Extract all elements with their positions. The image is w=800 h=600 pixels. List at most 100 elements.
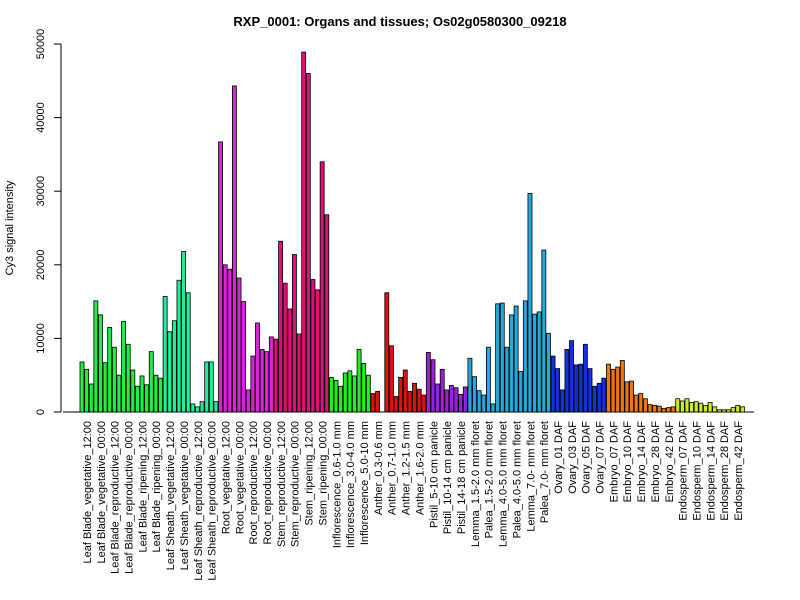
bar [107, 326, 113, 413]
bar [522, 300, 528, 413]
x-tick-label: Pistil_5-10 cm panicle [428, 421, 440, 528]
bar [301, 51, 307, 413]
x-tick-label: Leaf Sheath_reproductive_00:00 [207, 421, 219, 581]
x-tick-label: Leaf Blade_vegetative_00:00 [96, 421, 108, 564]
bar [231, 85, 237, 413]
bar [370, 393, 376, 413]
x-tick-label: Palea_4.0-5.0 mm floret [511, 421, 523, 538]
x-tick-label: Leaf Blade_ripening_00:00 [151, 421, 163, 553]
x-tick-label: Pistil_10-14 cm panicle [442, 421, 454, 534]
bar [204, 361, 210, 413]
x-tick-label: Stem_reproductive_00:00 [290, 421, 302, 547]
x-tick-label: Palea_1.5-2.0 mm floret [484, 421, 496, 538]
bar [273, 338, 279, 413]
bar [162, 296, 168, 413]
x-tick-label: Leaf Sheath_vegetative_00:00 [179, 421, 191, 570]
bar [255, 322, 260, 413]
bar [518, 371, 524, 413]
y-tick-label: 10000 [35, 323, 47, 354]
y-tick-label: 40000 [35, 102, 47, 133]
y-tick-label: 20000 [35, 250, 47, 281]
x-tick-label: Leaf Blade_reproductive_00:00 [123, 421, 135, 574]
bar [222, 264, 228, 413]
bar [245, 389, 251, 413]
x-tick-label: Ovary_01 DAF [553, 421, 565, 494]
x-tick-label: Stem_reproductive_12:00 [276, 421, 288, 547]
bar [633, 394, 639, 413]
x-tick-label: Root_reproductive_12:00 [248, 421, 260, 545]
x-tick-label: Endosperm_10 DAF [692, 421, 704, 521]
bar [144, 384, 150, 413]
x-tick-label: Embryo_07 DAF [608, 421, 620, 503]
x-tick-label: Lemma_7.0- mm floret [525, 421, 537, 532]
x-tick-label: Stem_ripening_12:00 [304, 421, 316, 526]
x-tick-label: Lemma_1.5-2.0 mm floret [470, 421, 482, 547]
bars-group [79, 51, 745, 413]
bar [675, 398, 681, 413]
bar [550, 355, 556, 413]
y-tick-label: 0 [35, 409, 47, 415]
bar [509, 314, 514, 413]
bar [190, 403, 196, 413]
bar [195, 406, 200, 413]
bar [384, 292, 390, 413]
bar [610, 368, 616, 413]
bar [430, 359, 436, 413]
bar [559, 389, 565, 413]
x-tick-label: Ovary_05 DAF [581, 421, 593, 494]
bar [444, 389, 450, 413]
x-tick-label: Leaf Sheath_reproductive_12:00 [193, 421, 205, 581]
bar [241, 301, 247, 413]
bar [98, 314, 103, 413]
bar [513, 305, 519, 413]
y-tick-label: 30000 [35, 176, 47, 207]
bar [135, 385, 140, 413]
bar [315, 289, 320, 413]
bar [347, 370, 353, 413]
bar [375, 390, 380, 413]
x-tick-label: Stem_ripening_00:00 [317, 421, 329, 526]
bar [402, 369, 408, 413]
x-tick-label: Leaf Sheath_vegetative_12:00 [165, 421, 177, 570]
bar [236, 277, 242, 413]
chart-title: RXP_0001: Organs and tissues; Os02g05803… [233, 14, 566, 29]
bar [310, 279, 316, 413]
bar [79, 361, 85, 413]
bar [592, 385, 598, 413]
x-tick-label: Pistil_14-18 cm panicle [456, 421, 468, 534]
x-tick-label: Endosperm_14 DAF [705, 421, 717, 521]
x-tick-label: Palea_7.0- mm floret [539, 421, 551, 523]
bar [328, 377, 334, 413]
bar [606, 363, 611, 413]
bar [485, 346, 491, 413]
bar [111, 346, 117, 413]
bar [689, 402, 695, 413]
bar [707, 402, 713, 413]
bar [199, 401, 205, 413]
bar [287, 308, 293, 413]
bar [712, 406, 718, 413]
bar [84, 368, 90, 413]
bar [739, 406, 745, 413]
bar [250, 355, 256, 413]
bar [421, 394, 427, 413]
bar [735, 404, 741, 413]
x-tick-label: Endosperm_07 DAF [678, 421, 690, 521]
bar [638, 393, 644, 413]
x-tick-label: Anther_1.6-2.0 mm [414, 421, 426, 515]
x-tick-label: Leaf Blade_vegetative_12:00 [82, 421, 94, 564]
bar [148, 351, 154, 413]
bar [278, 240, 283, 413]
x-tick-label: Root_vegetative_00:00 [234, 421, 246, 534]
bar [693, 401, 699, 413]
bar [596, 382, 602, 413]
bar [412, 382, 417, 413]
bar [389, 345, 394, 413]
bar [684, 398, 690, 413]
bar [449, 385, 454, 413]
x-tick-label: Ovary_03 DAF [567, 421, 579, 494]
y-axis-label: Cy3 signal intensity [4, 180, 16, 275]
y-axis-ticks: 0 10000 20000 30000 40000 50000 [35, 29, 61, 415]
x-tick-label: Inflorescence_5.0-10 mm [359, 421, 371, 545]
bar [167, 331, 173, 413]
